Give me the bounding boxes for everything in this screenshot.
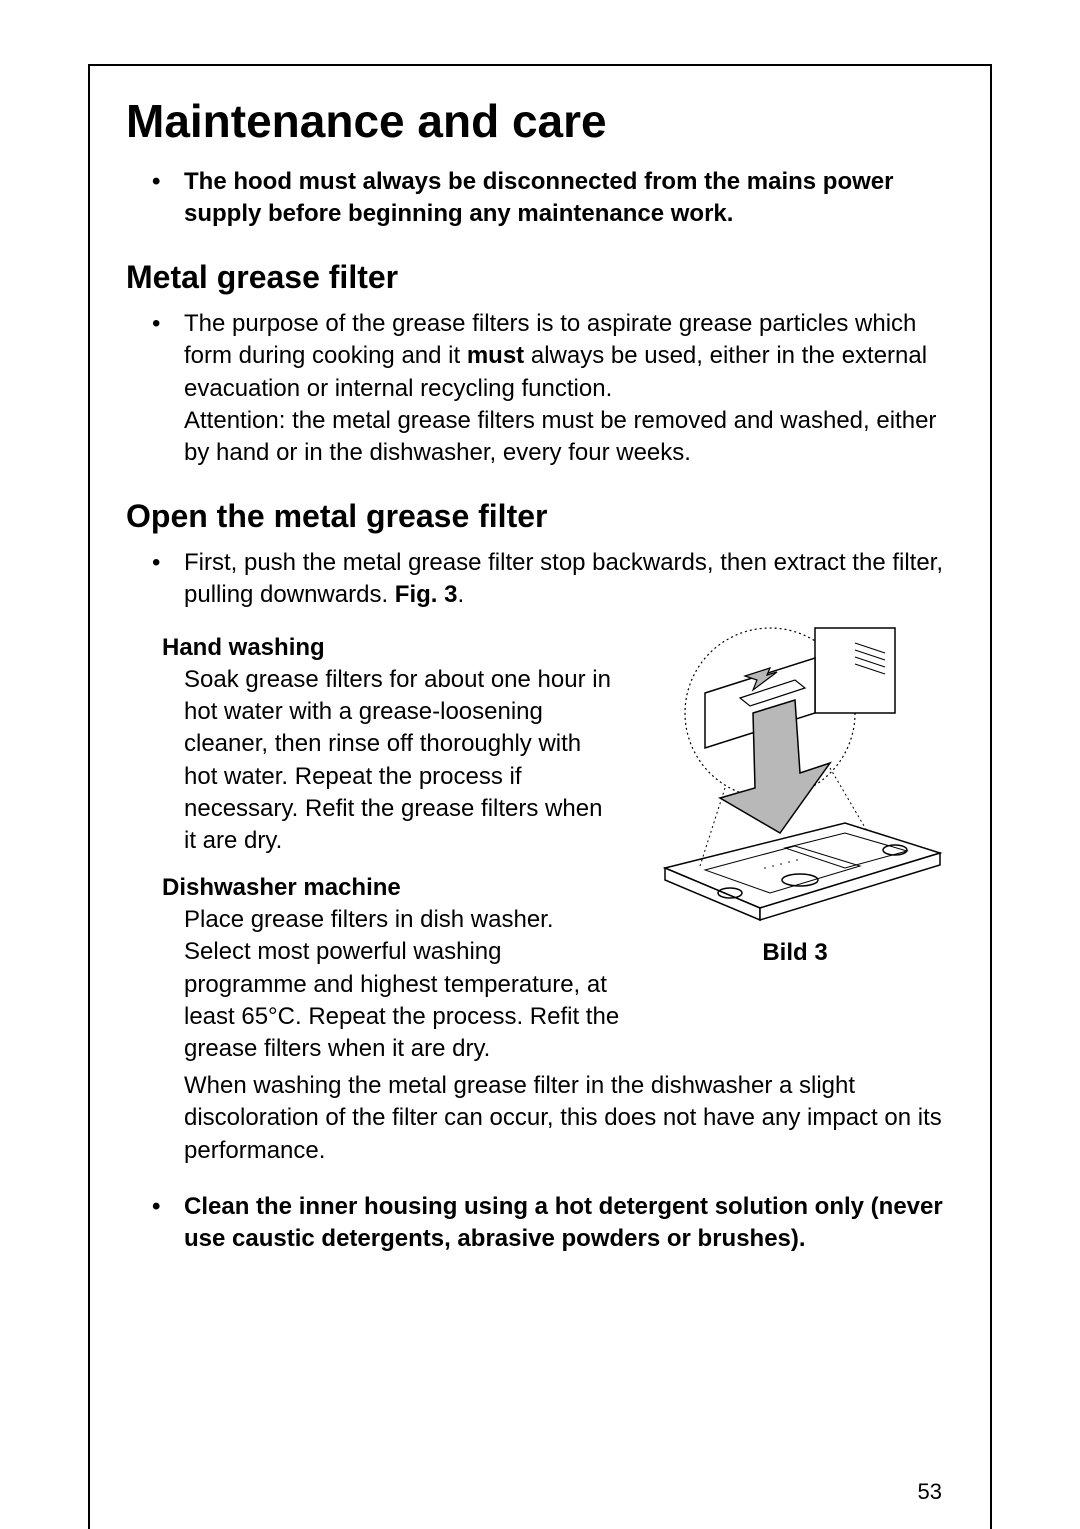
dishwasher-title: Dishwasher machine xyxy=(130,874,620,902)
section2-bold: Fig. 3 xyxy=(395,581,458,608)
two-column-region: Hand washing Soak grease filters for abo… xyxy=(130,618,950,1066)
section2-post: . xyxy=(457,581,464,608)
hand-washing-title: Hand washing xyxy=(130,634,620,662)
left-column: Hand washing Soak grease filters for abo… xyxy=(130,618,620,1066)
figure-caption: Bild 3 xyxy=(640,939,950,967)
hood-filter-diagram xyxy=(645,618,945,928)
figure-column: Bild 3 xyxy=(640,618,950,967)
dishwasher-continuation: When washing the metal grease filter in … xyxy=(130,1070,950,1167)
page-title: Maintenance and care xyxy=(126,94,950,148)
section1-heading: Metal grease filter xyxy=(126,259,950,296)
section1-line2: Attention: the metal grease filters must… xyxy=(184,407,936,466)
warning-text: The hood must always be disconnected fro… xyxy=(130,166,950,231)
clean-note: Clean the inner housing using a hot dete… xyxy=(130,1191,950,1256)
page-number: 53 xyxy=(918,1479,942,1505)
hand-washing-text: Soak grease filters for about one hour i… xyxy=(130,664,620,858)
section1-bold: must xyxy=(467,342,524,369)
document-page: Maintenance and care The hood must alway… xyxy=(88,64,992,1529)
section2-para: First, push the metal grease filter stop… xyxy=(130,547,950,612)
section1-para: The purpose of the grease filters is to … xyxy=(130,308,950,470)
section2-heading: Open the metal grease filter xyxy=(126,498,950,535)
section2-pre: First, push the metal grease filter stop… xyxy=(184,549,943,608)
dishwasher-text: Place grease filters in dish washer. Sel… xyxy=(130,904,620,1066)
